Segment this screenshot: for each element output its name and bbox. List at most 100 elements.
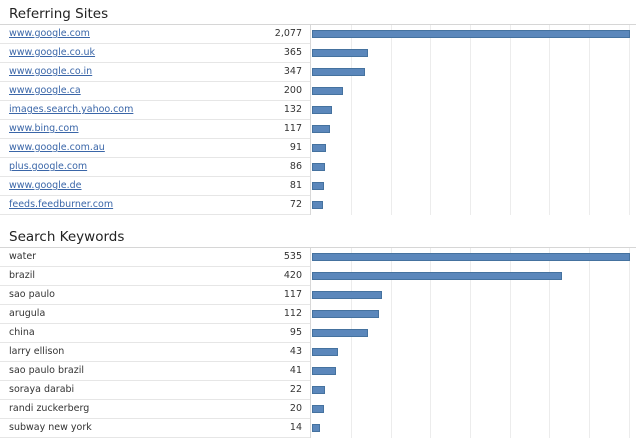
row-divider	[0, 266, 310, 267]
row-value: 117	[283, 289, 302, 300]
row-value: 72	[289, 199, 302, 210]
bar-chart-area	[310, 25, 631, 215]
referring-sites-rows: www.google.com 2,077 www.google.co.uk 365 ww…	[0, 25, 640, 215]
row-divider	[0, 214, 310, 215]
site-link[interactable]: www.google.co.in	[9, 66, 93, 77]
value-bar	[312, 291, 382, 299]
row-divider	[0, 285, 310, 286]
value-bar	[312, 424, 320, 432]
row-value: 86	[289, 161, 302, 172]
chart-gridline	[510, 248, 511, 438]
chart-gridline	[470, 248, 471, 438]
value-bar	[312, 182, 324, 190]
table-row: images.search.yahoo.com 132	[0, 101, 640, 120]
site-link[interactable]: www.google.co.uk	[9, 47, 96, 58]
row-divider	[0, 157, 310, 158]
table-row: china 95	[0, 324, 640, 343]
site-link[interactable]: plus.google.com	[9, 161, 88, 172]
chart-gridline	[510, 25, 511, 215]
row-divider	[0, 399, 310, 400]
table-row: sao paulo brazil 41	[0, 362, 640, 381]
row-value: 22	[289, 384, 302, 395]
chart-gridline	[629, 25, 630, 215]
row-divider	[0, 418, 310, 419]
keyword-label: subway new york	[9, 422, 92, 433]
table-row: www.google.co.uk 365	[0, 44, 640, 63]
site-link[interactable]: www.google.com	[9, 28, 90, 39]
row-divider	[0, 304, 310, 305]
table-row: brazil 420	[0, 267, 640, 286]
keyword-label: soraya darabi	[9, 384, 75, 395]
value-bar	[312, 144, 326, 152]
row-divider	[0, 342, 310, 343]
row-divider	[0, 176, 310, 177]
site-link[interactable]: www.bing.com	[9, 123, 79, 134]
chart-gridline	[351, 248, 352, 438]
row-value: 20	[289, 403, 302, 414]
row-divider	[0, 195, 310, 196]
row-value: 2,077	[274, 28, 302, 39]
table-row: water 535	[0, 248, 640, 267]
chart-gridline	[549, 248, 550, 438]
row-value: 365	[283, 47, 302, 58]
keyword-label: brazil	[9, 270, 36, 281]
keyword-label: water	[9, 251, 37, 262]
value-bar	[312, 367, 336, 375]
row-divider	[0, 81, 310, 82]
row-value: 43	[289, 346, 302, 357]
chart-gridline	[470, 25, 471, 215]
table-row: plus.google.com 86	[0, 158, 640, 177]
value-bar	[312, 310, 379, 318]
chart-gridline	[589, 25, 590, 215]
value-bar	[312, 405, 324, 413]
bar-chart-area	[310, 248, 631, 438]
row-value: 41	[289, 365, 302, 376]
chart-gridline	[430, 248, 431, 438]
table-row: www.google.com.au 91	[0, 139, 640, 158]
row-divider	[0, 380, 310, 381]
section-title-search-keywords: Search Keywords	[9, 229, 125, 245]
keyword-label: larry ellison	[9, 346, 65, 357]
value-bar	[312, 49, 368, 57]
row-divider	[0, 323, 310, 324]
row-value: 14	[289, 422, 302, 433]
row-divider	[0, 138, 310, 139]
row-value: 112	[283, 308, 302, 319]
section-title-referring-sites: Referring Sites	[9, 6, 109, 22]
row-value: 132	[283, 104, 302, 115]
chart-gridline	[430, 25, 431, 215]
chart-gridline	[629, 248, 630, 438]
chart-gridline	[391, 248, 392, 438]
value-bar	[312, 30, 630, 38]
value-bar	[312, 87, 343, 95]
row-value: 535	[283, 251, 302, 262]
site-link[interactable]: www.google.de	[9, 180, 82, 191]
site-link[interactable]: images.search.yahoo.com	[9, 104, 134, 115]
value-bar	[312, 201, 323, 209]
row-value: 420	[283, 270, 302, 281]
search-keywords-section: Search Keywords water 535 brazil 420 sao pau…	[0, 223, 640, 438]
table-row: www.google.de 81	[0, 177, 640, 196]
value-bar	[312, 163, 325, 171]
value-bar	[312, 386, 325, 394]
table-row: feeds.feedburner.com 72	[0, 196, 640, 215]
table-row: www.bing.com 117	[0, 120, 640, 139]
table-row: sao paulo 117	[0, 286, 640, 305]
table-row: subway new york 14	[0, 419, 640, 438]
site-link[interactable]: www.google.ca	[9, 85, 81, 96]
chart-gridline	[549, 25, 550, 215]
keyword-label: arugula	[9, 308, 46, 319]
row-divider	[0, 119, 310, 120]
site-link[interactable]: www.google.com.au	[9, 142, 105, 153]
value-bar	[312, 272, 562, 280]
keyword-label: china	[9, 327, 35, 338]
row-value: 91	[289, 142, 302, 153]
site-link[interactable]: feeds.feedburner.com	[9, 199, 114, 210]
row-value: 117	[283, 123, 302, 134]
value-bar	[312, 68, 365, 76]
row-value: 81	[289, 180, 302, 191]
keyword-label: sao paulo brazil	[9, 365, 84, 376]
row-divider	[0, 62, 310, 63]
table-row: www.google.com 2,077	[0, 25, 640, 44]
title-rule	[0, 24, 636, 25]
